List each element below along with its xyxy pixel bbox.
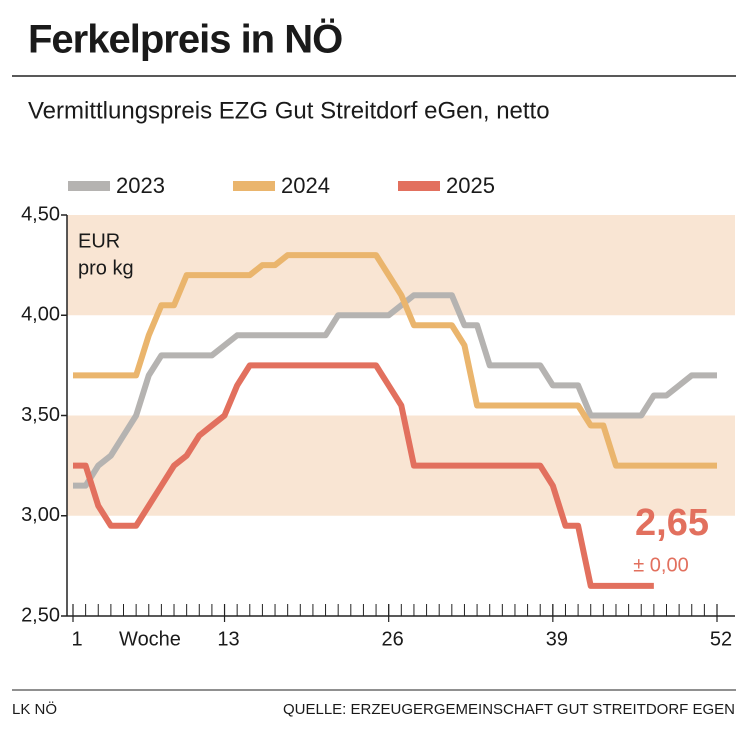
x-tick-label: 52: [710, 628, 732, 650]
legend-label: 2023: [116, 173, 165, 198]
annotation-change: ± 0,00: [633, 554, 688, 576]
x-tick-label: 26: [382, 628, 404, 650]
x-tick-label: 13: [217, 628, 239, 650]
series-line: [73, 362, 654, 589]
source: QUELLE: ERZEUGERGEMEINSCHAFT GUT STREITD…: [283, 701, 735, 718]
y-tick-label: 4,00: [21, 304, 60, 326]
unit-label: pro kg: [78, 257, 134, 279]
subtitle: Vermittlungspreis EZG Gut Streitdorf eGe…: [28, 97, 550, 124]
annotation-value: 2,65: [635, 502, 709, 544]
legend-label: 2025: [446, 173, 495, 198]
series-line: [73, 252, 717, 469]
legend-label: 2024: [281, 173, 330, 198]
series-line: [73, 292, 717, 489]
y-tick-label: 4,50: [21, 203, 60, 225]
x-tick-label: 39: [546, 628, 568, 650]
y-tick-label: 3,50: [21, 404, 60, 426]
y-tick-label: 3,00: [21, 504, 60, 526]
unit-label: EUR: [78, 230, 120, 252]
x-axis-label: Woche: [119, 628, 181, 650]
y-tick-label: 2,50: [21, 604, 60, 626]
plot: EUR pro kg 2,50 3,00 3,50 4,00 4,50 1 13 26 39 52 Wo…: [21, 173, 735, 650]
chart-title: Ferkelpreis in NÖ: [28, 17, 342, 62]
x-tick-label: 1: [71, 628, 82, 650]
credit: LK NÖ: [12, 700, 57, 718]
